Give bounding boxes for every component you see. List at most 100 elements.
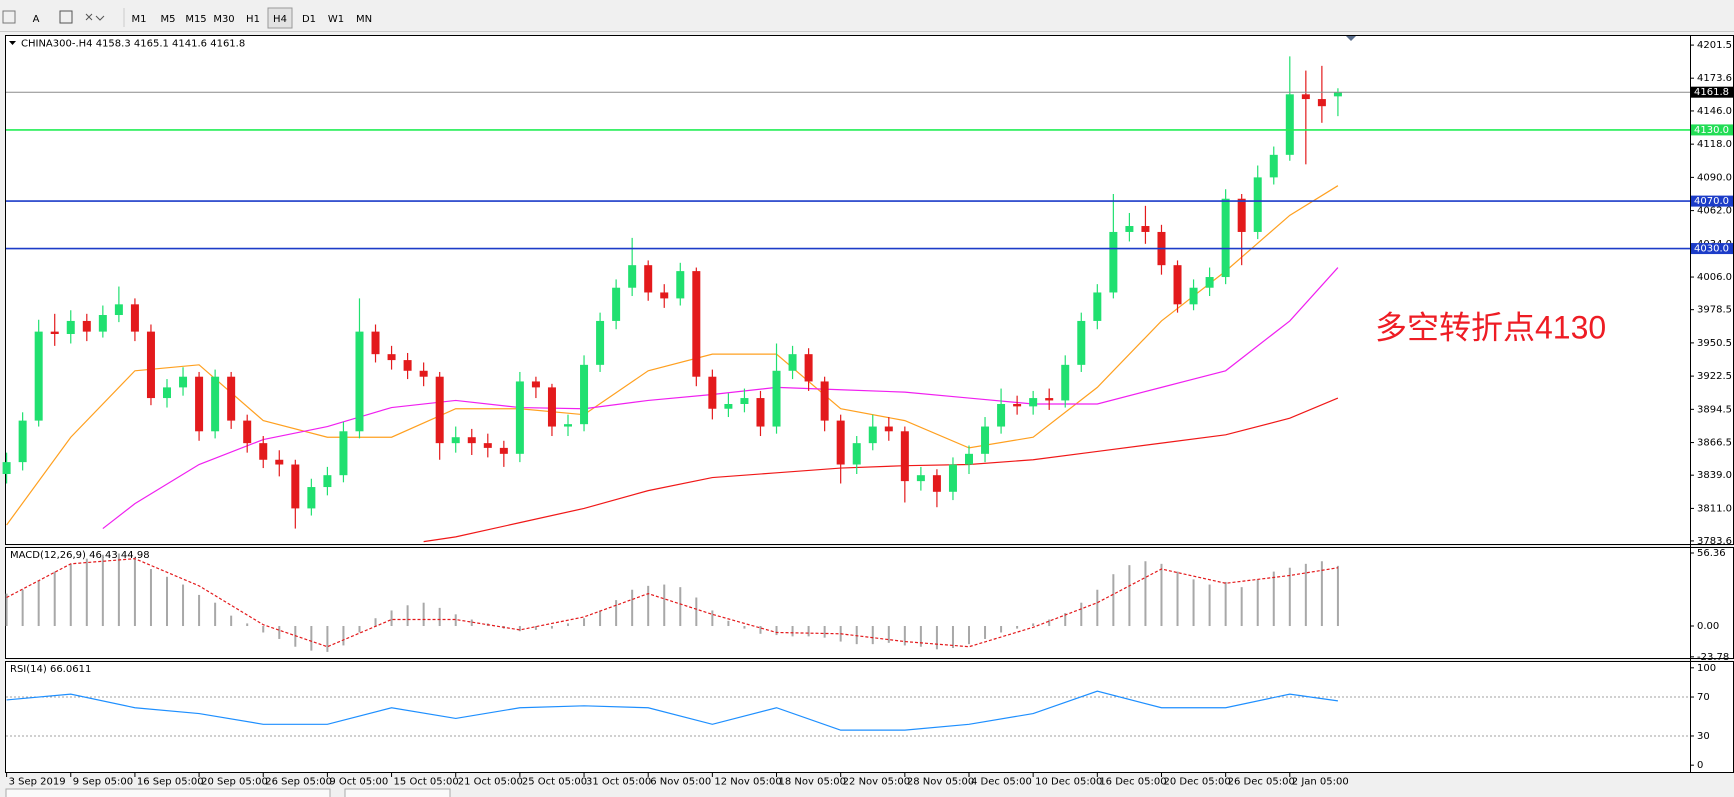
macd-bar — [855, 626, 858, 645]
candle-body — [1013, 403, 1022, 407]
candle-body — [243, 420, 252, 444]
indicator-title: RSI(14) 66.0611 — [10, 664, 91, 675]
timeframe-button[interactable]: M5 — [161, 14, 176, 25]
macd-bar — [791, 626, 794, 637]
x-tick-label: 4 Dec 05:00 — [971, 777, 1032, 788]
macd-bar — [743, 626, 746, 629]
candle-body — [1269, 154, 1278, 178]
macd-bar — [647, 585, 650, 627]
timeframe-button[interactable]: M30 — [213, 14, 234, 25]
timeframe-button[interactable]: M15 — [185, 14, 206, 25]
macd-bar — [759, 626, 762, 634]
y-tick-label: -23.78 — [1697, 652, 1729, 663]
x-tick-label: 10 Dec 05:00 — [1035, 777, 1102, 788]
macd-bar — [69, 563, 72, 627]
macd-bar — [951, 626, 954, 649]
macd-bar — [1128, 565, 1131, 627]
timeframe-button[interactable]: D1 — [302, 14, 316, 25]
candle-body — [564, 424, 572, 427]
macd-panel — [5, 547, 1734, 659]
candle-body — [820, 381, 829, 421]
candle-body — [676, 271, 685, 299]
timeframe-button[interactable]: M1 — [132, 14, 147, 25]
candle-body — [868, 426, 877, 444]
candle-body — [1093, 292, 1102, 321]
y-tick-label: 4173.6 — [1697, 73, 1732, 84]
candle-body — [371, 331, 380, 355]
candle-body — [1205, 277, 1214, 288]
chart-tabs[interactable] — [5, 788, 451, 797]
y-tick-label: 4090.0 — [1697, 172, 1732, 183]
y-tick-label: 3922.5 — [1697, 371, 1732, 382]
candle-body — [948, 464, 957, 492]
y-tick-label: 3783.6 — [1697, 536, 1732, 547]
macd-bar — [454, 614, 457, 627]
candle-body — [419, 370, 428, 377]
y-tick-label: 3811.0 — [1697, 503, 1732, 514]
macd-bar — [935, 626, 938, 650]
macd-bar — [1096, 589, 1099, 627]
candle-body — [1189, 287, 1198, 305]
candle-body — [1125, 226, 1134, 232]
macd-bar — [1256, 579, 1259, 627]
candle-body — [82, 320, 91, 332]
toolbar-icons — [2, 8, 125, 27]
candle-body — [179, 376, 188, 388]
x-tick-label: 15 Oct 05:00 — [394, 777, 459, 788]
candle-body — [355, 331, 364, 432]
candle-body — [772, 370, 781, 427]
timeframe-button[interactable]: MN — [356, 14, 372, 25]
candle-body — [387, 354, 396, 361]
candle-body — [323, 475, 332, 488]
level-tag — [1691, 243, 1733, 255]
candle-body — [612, 287, 621, 321]
x-tick-label: 26 Sep 05:00 — [265, 777, 332, 788]
timeframe-button[interactable]: H4 — [273, 14, 287, 25]
macd-bar — [406, 605, 409, 627]
toolbar — [0, 0, 1734, 31]
candle-body — [227, 376, 236, 421]
macd-bar — [294, 626, 297, 647]
y-tick-label: 3839.0 — [1697, 470, 1732, 481]
y-tick-label: 4062.0 — [1697, 206, 1732, 217]
x-tick-label: 20 Dec 05:00 — [1163, 777, 1230, 788]
y-tick-label: 56.36 — [1697, 548, 1726, 559]
panel-menu-arrow[interactable] — [9, 41, 16, 45]
timeframe-button[interactable]: H1 — [246, 14, 260, 25]
candle-body — [900, 431, 909, 482]
macd-bar — [310, 626, 313, 651]
shift-marker[interactable] — [1346, 36, 1356, 41]
macd-bar — [85, 558, 88, 627]
text-tool-icon[interactable] — [59, 10, 73, 24]
crosshair-icon[interactable] — [2, 10, 16, 24]
candle-body — [1141, 226, 1150, 232]
chart-title: CHINA300-.H4 4158.3 4165.1 4141.6 4161.8 — [21, 39, 245, 50]
candle-body — [756, 398, 765, 427]
macd-bar — [230, 615, 233, 627]
candle-body — [2, 462, 11, 474]
moving-average — [423, 397, 1339, 543]
candle-body — [483, 443, 492, 448]
y-tick-label: 4006.0 — [1697, 272, 1732, 283]
macd-bar — [133, 558, 136, 627]
candle-body — [997, 403, 1006, 427]
macd-bar — [278, 626, 281, 639]
candle-body — [211, 376, 220, 432]
x-tick-label: 9 Sep 05:00 — [73, 777, 133, 788]
candle-body — [499, 447, 508, 454]
macd-bar — [887, 626, 890, 643]
y-tick-label: 4201.5 — [1697, 40, 1732, 51]
rsi-line — [6, 690, 1339, 731]
macd-bar — [1064, 613, 1067, 627]
macd-bar — [1032, 623, 1035, 627]
objects-icon[interactable] — [85, 13, 105, 21]
macd-bar — [775, 626, 778, 636]
timeframe-button[interactable]: W1 — [328, 14, 344, 25]
macd-bar — [198, 594, 201, 627]
candle-body — [531, 381, 540, 388]
tab-bar — [0, 786, 1734, 797]
candle-body — [740, 398, 749, 404]
candle-body — [932, 475, 941, 492]
x-tick-label: 21 Oct 05:00 — [458, 777, 523, 788]
